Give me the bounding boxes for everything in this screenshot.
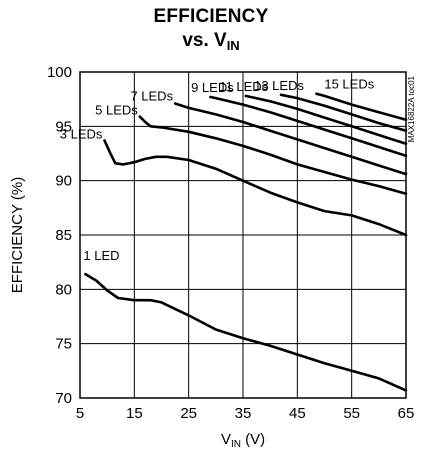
y-tick-label: 80 xyxy=(55,281,72,298)
series-line-15-leds xyxy=(315,92,408,122)
y-tick-label: 85 xyxy=(55,227,72,244)
series-line-5-leds xyxy=(138,115,408,195)
series-label-5-leds: 5 LEDs xyxy=(95,103,138,118)
x-axis-label-subscript: IN xyxy=(231,439,241,450)
series-line-3-leds xyxy=(103,139,408,237)
series-label-15-leds: 15 LEDs xyxy=(324,77,374,92)
chart-title-line1: EFFICIENCY xyxy=(153,6,269,27)
series-line-9-leds xyxy=(209,95,408,157)
y-tick-label: 90 xyxy=(55,173,72,190)
series-line-13-leds xyxy=(279,93,408,132)
series-label-3-leds: 3 LEDs xyxy=(60,126,103,141)
chart-title-vs-v: vs. V xyxy=(182,30,227,51)
plot-frame xyxy=(79,71,407,399)
series-line-11-leds xyxy=(244,94,408,145)
y-tick-label: 95 xyxy=(55,118,72,135)
series-label-13-leds: 13 LEDs xyxy=(254,78,304,93)
series-line-7-leds xyxy=(173,102,408,176)
x-axis-label-unit: (V) xyxy=(241,431,265,448)
y-tick-label: 100 xyxy=(47,64,72,81)
series-label-11-leds: 11 LEDs xyxy=(219,79,268,94)
x-tick-label: 35 xyxy=(235,405,252,422)
x-axis-label: VIN (V) xyxy=(221,431,265,450)
chart-title-line2: vs. VIN xyxy=(0,30,422,53)
x-tick-label: 45 xyxy=(289,405,306,422)
series-label-1-led: 1 LED xyxy=(83,248,119,263)
x-tick-label: 55 xyxy=(343,405,360,422)
x-tick-label: 65 xyxy=(398,405,415,422)
y-tick-label: 75 xyxy=(55,336,72,353)
x-tick-label: 15 xyxy=(126,405,143,422)
chart-title-subscript-in: IN xyxy=(226,38,240,53)
x-tick-label: 25 xyxy=(180,405,197,422)
series-lines xyxy=(84,92,408,392)
x-axis-label-v: V xyxy=(221,431,231,448)
series-label-7-leds: 7 LEDs xyxy=(130,89,173,104)
series-label-9-leds: 9 LEDs xyxy=(191,80,234,95)
series-line-1-led xyxy=(84,272,408,392)
tick-labels: 5 15 25 35 45 55 65 70 75 80 85 90 95 100 xyxy=(47,64,414,422)
y-tick-label: 70 xyxy=(55,390,72,407)
x-tick-label: 5 xyxy=(76,405,84,422)
y-axis-label: EFFICIENCY (%) xyxy=(9,177,26,293)
part-number-label: MAX16822A toc01 xyxy=(407,75,416,142)
